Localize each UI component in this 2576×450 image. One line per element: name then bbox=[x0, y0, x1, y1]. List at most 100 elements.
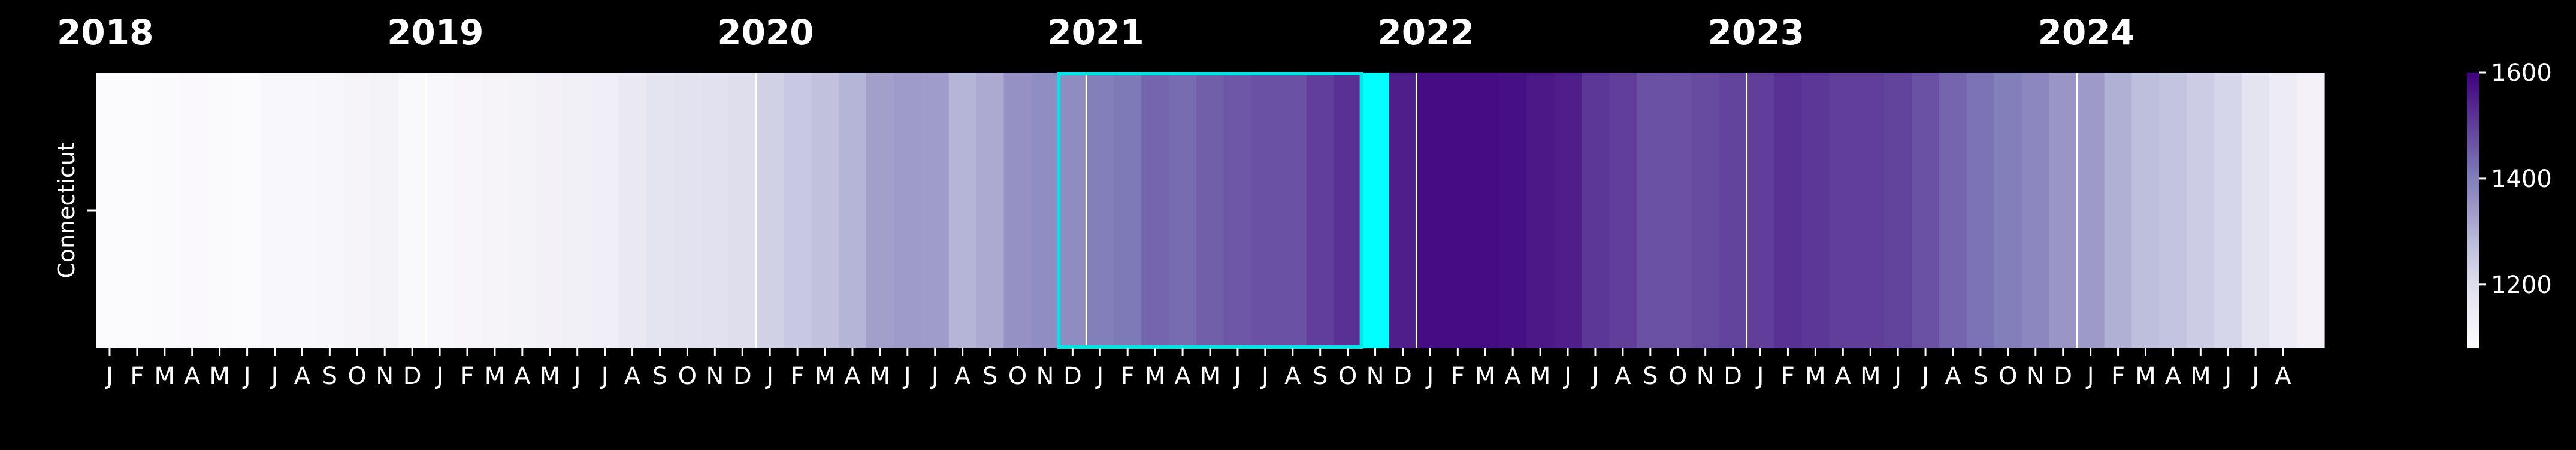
row-label: Connecticut bbox=[53, 142, 80, 279]
month-tick-label: S bbox=[322, 363, 337, 390]
month-tick-label: J bbox=[600, 363, 609, 390]
heatmap-cell bbox=[1994, 73, 2022, 348]
heatmap-cell bbox=[123, 73, 152, 348]
heatmap-cell bbox=[591, 73, 619, 348]
heatmap-cell bbox=[178, 73, 207, 348]
month-tick-label: F bbox=[2111, 363, 2125, 390]
heatmap-cell bbox=[343, 73, 371, 348]
heatmap-cell bbox=[866, 73, 894, 348]
heatmap-cell bbox=[976, 73, 1005, 348]
heatmap-cell bbox=[2049, 73, 2078, 348]
heatmap-cell bbox=[1664, 73, 1692, 348]
month-tick-label: D bbox=[2054, 363, 2072, 390]
heatmap-cell bbox=[316, 73, 344, 348]
month-tick-label: M bbox=[1860, 363, 1881, 390]
heatmap-cell bbox=[1526, 73, 1555, 348]
heatmap-cell bbox=[1196, 73, 1224, 348]
month-tick-label: J bbox=[764, 363, 773, 390]
month-tick-label: M bbox=[870, 363, 891, 390]
row-label-layer: Connecticut bbox=[53, 142, 96, 279]
month-tick-label: S bbox=[1643, 363, 1658, 390]
heatmap-cell bbox=[1636, 73, 1665, 348]
month-tick-label: J bbox=[902, 363, 911, 390]
month-tick-label: A bbox=[1504, 363, 1521, 390]
month-tick-label: D bbox=[1063, 363, 1082, 390]
month-tick-label: N bbox=[376, 363, 394, 390]
heatmap-cell bbox=[1582, 73, 1610, 348]
heatmap-cell bbox=[1031, 73, 1060, 348]
colorbar-gradient bbox=[2467, 73, 2479, 348]
heatmap-cell bbox=[2131, 73, 2160, 348]
heatmap-cell bbox=[1857, 73, 1885, 348]
heatmap-cell bbox=[2297, 73, 2325, 348]
heatmap-cell bbox=[1003, 73, 1032, 348]
heatmap-cell bbox=[1086, 73, 1114, 348]
month-tick-label: A bbox=[514, 363, 531, 390]
heatmap-cell bbox=[921, 73, 950, 348]
heatmap-cell bbox=[1939, 73, 1967, 348]
heatmap-cell bbox=[618, 73, 647, 348]
month-tick-label: S bbox=[1973, 363, 1988, 390]
highlight-box-layer bbox=[1057, 72, 1363, 349]
month-tick-label: O bbox=[1008, 363, 1027, 390]
heatmap-cell bbox=[811, 73, 839, 348]
heatmap-cell bbox=[261, 73, 289, 348]
heatmap-cell bbox=[150, 73, 179, 348]
year-label: 2023 bbox=[1708, 12, 1804, 53]
year-divider-lines bbox=[425, 73, 2078, 348]
heatmap-cell bbox=[784, 73, 812, 348]
heatmap-cell bbox=[1416, 73, 1444, 348]
heatmap-cell bbox=[893, 73, 922, 348]
month-tick-label: J bbox=[1260, 363, 1269, 390]
month-tick-label: A bbox=[2275, 363, 2291, 390]
heatmap-cell bbox=[1114, 73, 1142, 348]
month-tick-label: A bbox=[2165, 363, 2182, 390]
heatmap-cell bbox=[480, 73, 509, 348]
month-tick-label: A bbox=[954, 363, 971, 390]
heatmap-cell bbox=[1334, 73, 1362, 348]
month-tick-label: A bbox=[1284, 363, 1301, 390]
heatmap-cell bbox=[728, 73, 757, 348]
heatmap-cell bbox=[1912, 73, 1940, 348]
month-tick-label: M bbox=[155, 363, 176, 390]
month-tick-label: J bbox=[1920, 363, 1929, 390]
heatmap-cell bbox=[1251, 73, 1280, 348]
month-tick-label: J bbox=[1232, 363, 1241, 390]
heatmap-cell bbox=[1829, 73, 1857, 348]
month-tick-label: A bbox=[624, 363, 641, 390]
month-tick-label: D bbox=[403, 363, 422, 390]
heatmap-cell bbox=[1141, 73, 1169, 348]
month-tick-label: D bbox=[1724, 363, 1742, 390]
month-tick-label: A bbox=[1835, 363, 1852, 390]
year-label: 2024 bbox=[2038, 12, 2134, 53]
year-label: 2018 bbox=[57, 12, 153, 53]
month-tick-label: A bbox=[844, 363, 861, 390]
month-tick-label: J bbox=[1425, 363, 1434, 390]
month-tick-label: M bbox=[1145, 363, 1166, 390]
heatmap-cell bbox=[398, 73, 427, 348]
month-tick-label: J bbox=[270, 363, 279, 390]
month-tick-label: M bbox=[540, 363, 561, 390]
heatmap-cell bbox=[371, 73, 399, 348]
month-tick-label: J bbox=[1892, 363, 1901, 390]
heatmap-cell bbox=[1719, 73, 1747, 348]
month-tick-label: D bbox=[733, 363, 752, 390]
month-tick-label: J bbox=[104, 363, 113, 390]
heatmap-cell bbox=[536, 73, 564, 348]
year-label: 2021 bbox=[1047, 12, 1144, 53]
heatmap-cell bbox=[1554, 73, 1582, 348]
month-tick-label: M bbox=[1200, 363, 1221, 390]
month-tick-label: O bbox=[1338, 363, 1357, 390]
colorbar: 1200 1400 1600 bbox=[2467, 59, 2552, 348]
month-tick-label: M bbox=[485, 363, 506, 390]
month-tick-label: D bbox=[1393, 363, 1412, 390]
month-tick-label: F bbox=[1451, 363, 1465, 390]
heatmap-cell bbox=[839, 73, 867, 348]
month-tick-label: N bbox=[706, 363, 724, 390]
heatmap-cell bbox=[1361, 73, 1390, 348]
heatmap-cell bbox=[1609, 73, 1637, 348]
month-tick-label: J bbox=[572, 363, 581, 390]
month-tick-label: J bbox=[1095, 363, 1103, 390]
month-tick-label: S bbox=[982, 363, 997, 390]
